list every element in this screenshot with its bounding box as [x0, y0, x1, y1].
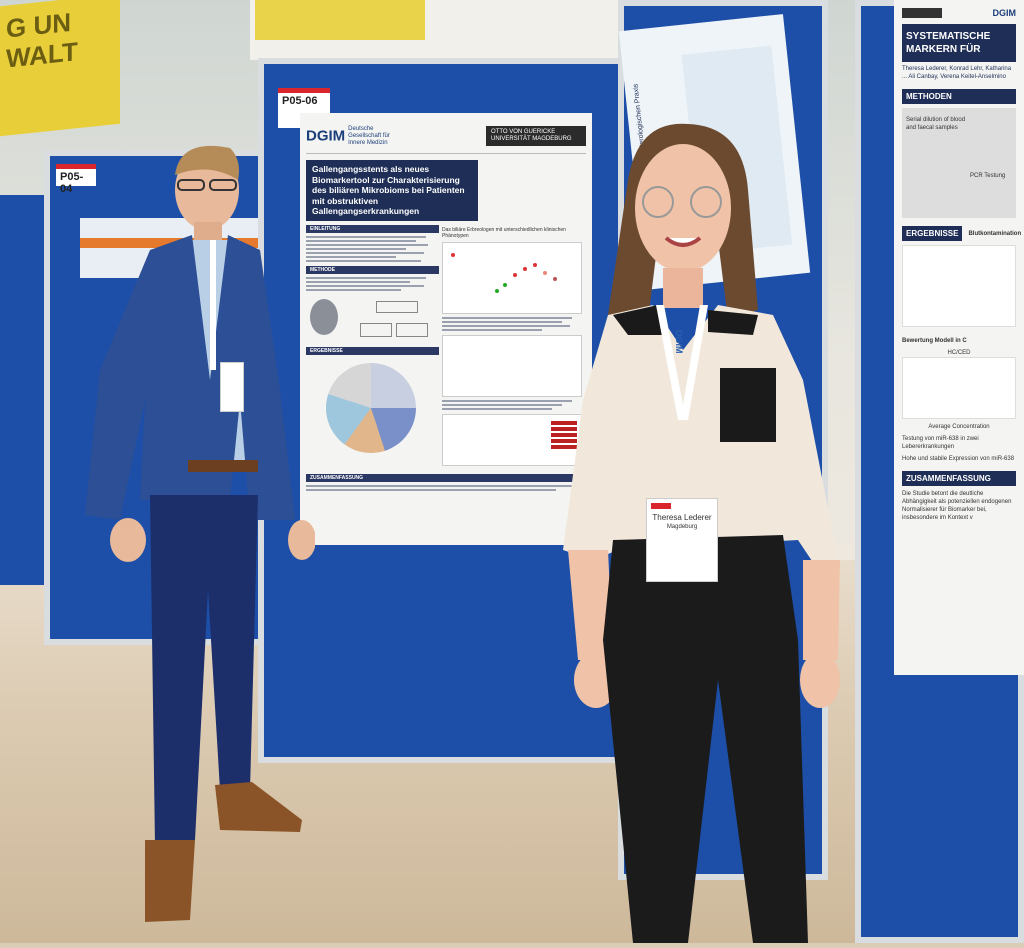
section-zusammenfassung: ZUSAMMENFASSUNG	[902, 471, 1016, 486]
university-logo: OTTO VON GUERICKE UNIVERSITÄT MAGDEBURG	[486, 126, 586, 146]
results-chart	[902, 245, 1016, 327]
summary-text	[306, 484, 586, 491]
woman-in-cream-blouse: DGIM Theresa Lederer Magdeburg	[558, 120, 848, 943]
boxplot-figure	[442, 334, 582, 397]
poster-main: DGIM Deutsche Gesellschaft für Innere Med…	[300, 113, 592, 545]
results-text	[442, 399, 582, 410]
yellow-sign: G UN WALT	[0, 0, 120, 137]
lanyard-text: DGIM	[674, 330, 684, 354]
model-chart	[902, 357, 1016, 419]
section-ergebnisse: ERGEBNISSE	[902, 226, 963, 241]
section-zusammenfassung: ZUSAMMENFASSUNG	[306, 473, 584, 482]
results-text	[442, 316, 582, 331]
badge-name: Theresa Lederer	[652, 513, 712, 522]
model-heading: Bewertung Modell in C	[902, 338, 967, 344]
summary-text: Die Studie betont die deutliche Abhängig…	[902, 491, 1012, 521]
note: Hohe und stabile Expression von miR-638	[902, 456, 1015, 462]
poster-header: DGIM Deutsche Gesellschaft für Innere Med…	[306, 119, 586, 154]
chart-label: HC/CED	[947, 350, 971, 356]
section-methode: METHODE	[306, 265, 439, 274]
scatter-figure	[442, 241, 582, 314]
section-einleitung: EINLEITUNG	[306, 224, 439, 233]
man-figure	[85, 145, 316, 922]
results-subheading: Blutkontamination	[968, 230, 1022, 237]
poster-right-authors: Theresa Lederer, Konrad Lehr, Katharina …	[902, 66, 1012, 80]
note: Testung von miR-638 in zwei Lebererkrank…	[902, 436, 979, 450]
heatmap-bars	[551, 420, 577, 451]
diagram-box	[396, 322, 428, 337]
organ-illustration	[310, 298, 338, 335]
university-logo	[902, 8, 942, 18]
section-methoden: METHODEN	[902, 89, 1016, 104]
woman-figure	[563, 123, 840, 943]
method-label: Serial dilution of blood and faecal samp…	[906, 117, 966, 131]
yellow-banner	[255, 0, 425, 40]
poster-right: DGIM SYSTEMATISCHE MARKERN FÜR Theresa L…	[894, 0, 1024, 675]
method-diagram	[306, 295, 436, 343]
name-badge-woman: Theresa Lederer Magdeburg	[646, 498, 718, 582]
figure-heading: Das biliäre Erbreologen mit unterschiedl…	[442, 226, 566, 239]
poster-right-title: SYSTEMATISCHE MARKERN FÜR	[902, 24, 1016, 62]
board-tag-left: P05-04	[56, 164, 96, 195]
badge-place: Magdeburg	[666, 524, 698, 530]
chart-xlabel: Average Concentration	[928, 424, 990, 430]
dgim-logo: DGIM Deutsche Gesellschaft für Innere Med…	[306, 125, 390, 146]
man-in-blue-suit	[80, 140, 316, 930]
diagram-box	[376, 300, 418, 313]
section-ergebnisse: ERGEBNISSE	[306, 346, 439, 355]
badge-logo	[651, 503, 671, 509]
pie-figure	[326, 362, 416, 453]
dgim-logo: DGIM	[992, 8, 1017, 18]
method-figure: Serial dilution of blood and faecal samp…	[902, 108, 1016, 218]
poster-title: Gallengangsstents als neues Biomarkertoo…	[306, 160, 478, 221]
name-badge-man	[220, 362, 244, 412]
diagram-box	[360, 322, 392, 337]
section-text	[306, 235, 436, 262]
method-label: PCR Testung	[970, 173, 1006, 179]
section-text	[306, 276, 436, 291]
